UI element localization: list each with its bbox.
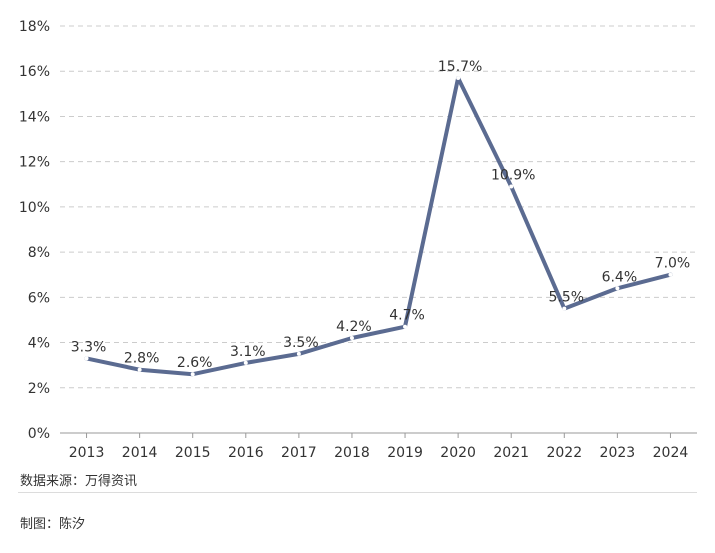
- data-point: [403, 324, 408, 329]
- y-tick-label: 2%: [28, 381, 50, 397]
- x-tick-label: 2019: [387, 445, 423, 461]
- line-chart: 0%2%4%6%8%10%12%14%16%18% 2013 2014 2015 20…: [19, 19, 697, 461]
- x-tick-label: 2024: [653, 445, 689, 461]
- y-tick-label: 10%: [19, 200, 50, 216]
- data-label: 3.3%: [71, 339, 107, 355]
- data-point: [562, 306, 567, 311]
- data-point: [243, 360, 248, 365]
- data-label: 2.8%: [124, 351, 160, 367]
- series-line: [84, 76, 673, 377]
- data-label: 4.2%: [336, 319, 372, 335]
- x-tick-label: 2017: [281, 445, 317, 461]
- data-label: 3.5%: [283, 335, 319, 351]
- data-point: [137, 367, 142, 372]
- data-label: 15.7%: [438, 59, 482, 75]
- y-tick-label: 6%: [28, 290, 50, 306]
- y-tick-label: 0%: [28, 426, 50, 442]
- y-tick-label: 14%: [19, 109, 50, 125]
- x-tick-label: 2015: [175, 445, 211, 461]
- divider: [18, 492, 697, 493]
- data-label: 3.1%: [230, 344, 266, 360]
- data-point: [456, 76, 461, 81]
- data-point: [615, 286, 620, 291]
- x-tick-label: 2022: [546, 445, 582, 461]
- data-label: 4.7%: [389, 308, 425, 324]
- y-tick-label: 18%: [19, 19, 50, 35]
- data-point: [349, 336, 354, 341]
- x-tick-label: 2013: [69, 445, 105, 461]
- data-labels: 3.3% 2.8% 2.6% 3.1% 3.5% 4.2% 4.7% 15.7% 10.9% 5.…: [71, 59, 690, 371]
- y-tick-label: 16%: [19, 64, 50, 80]
- credit-note: 制图：陈汐: [20, 517, 86, 532]
- x-tick-label: 2016: [228, 445, 264, 461]
- data-points: [84, 76, 673, 377]
- data-label: 5.5%: [549, 290, 585, 306]
- y-tick-label: 4%: [28, 336, 50, 352]
- data-label: 6.4%: [602, 269, 638, 285]
- data-label: 7.0%: [655, 256, 691, 272]
- data-label: 10.9%: [491, 168, 535, 184]
- data-point: [668, 272, 673, 277]
- x-tick-label: 2021: [493, 445, 529, 461]
- source-note: 数据来源：万得资讯: [20, 474, 138, 489]
- y-tick-label: 12%: [19, 155, 50, 171]
- data-point: [296, 351, 301, 356]
- x-tick-label: 2018: [334, 445, 370, 461]
- x-tick-label: 2020: [440, 445, 476, 461]
- x-tick-label: 2014: [122, 445, 158, 461]
- data-label: 2.6%: [177, 355, 213, 371]
- x-axis: 2013 2014 2015 2016 2017 2018 2019 2020 2021 2022…: [60, 432, 697, 461]
- data-point: [84, 356, 89, 361]
- x-tick-label: 2023: [600, 445, 636, 461]
- y-axis: 0% 2% 4% 6% 8% 10% 12% 14% 16% 18%: [19, 19, 50, 442]
- y-tick-label: 8%: [28, 245, 50, 261]
- data-point: [190, 372, 195, 377]
- data-point: [509, 184, 514, 189]
